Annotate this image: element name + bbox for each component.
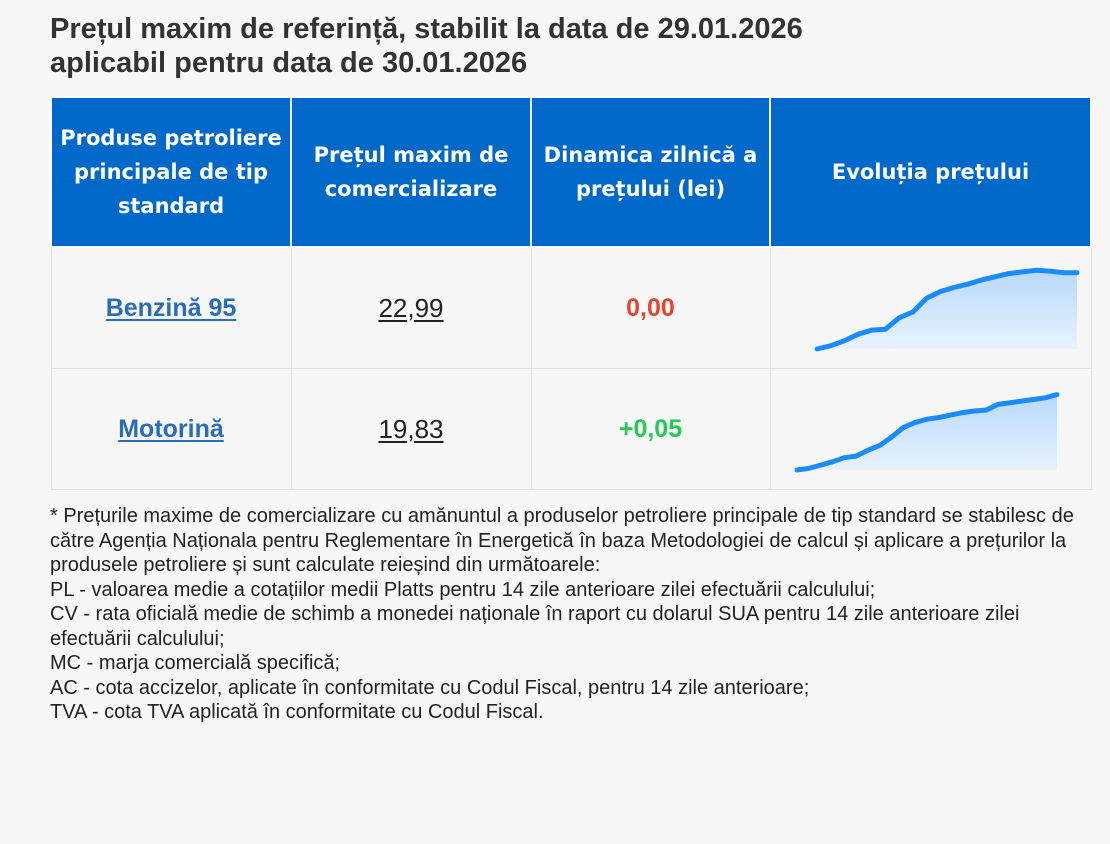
footnotes: * Prețurile maxime de comercializare cu … [50, 504, 1090, 725]
header-max-price: Prețul maxim de comercializare [290, 96, 532, 248]
price-link-motorina[interactable]: 19,83 [378, 413, 444, 444]
product-cell: Motorină [50, 368, 292, 490]
title-line-1: Prețul maxim de referință, stabilit la d… [50, 13, 803, 45]
sparkline-area [796, 394, 1057, 470]
header-daily-change: Dinamica zilnică a prețului (lei) [530, 96, 771, 248]
header-products: Produse petroliere principale de tip sta… [50, 96, 292, 248]
sparkline-line [794, 392, 1059, 473]
footnote-intro: * Prețurile maxime de comercializare cu … [50, 505, 1074, 576]
prices-table: Produse petroliere principale de tip sta… [50, 96, 1092, 490]
daily-change-value: 0,00 [626, 293, 675, 322]
product-cell: Benzină 95 [50, 246, 292, 369]
footnote-tva: TVA - cota TVA aplicată în conformitate … [50, 701, 544, 723]
footnote-pl: PL - valoarea medie a cotațiilor medii P… [50, 578, 876, 601]
header-price-evolution: Evoluția prețului [769, 96, 1092, 248]
table-row: Benzină 95 22,99 0,00 [50, 246, 1092, 369]
delta-cell: +0,05 [530, 368, 771, 490]
sparkline-line [814, 267, 1079, 352]
price-trend-sparkline [814, 267, 1079, 352]
page-title: Prețul maxim de referință, stabilit la d… [50, 12, 1050, 80]
trend-cell [769, 246, 1092, 369]
title-line-2: aplicabil pentru data de 30.01.2026 [50, 47, 528, 79]
trend-cell [769, 368, 1092, 490]
footnote-mc: MC - marja comercială specifică; [50, 652, 341, 674]
table-row: Motorină 19,83 +0,05 [50, 368, 1092, 490]
price-trend-sparkline [794, 392, 1059, 473]
price-cell: 22,99 [290, 246, 532, 369]
footnote-cv: CV - rata oficială medie de schimb a mon… [50, 603, 1020, 650]
sparkline-area [816, 270, 1077, 349]
price-link-benzina-95[interactable]: 22,99 [378, 292, 444, 323]
daily-change-value: +0,05 [618, 414, 683, 443]
product-link-motorina[interactable]: Motorină [118, 414, 224, 443]
price-cell: 19,83 [290, 368, 532, 490]
product-link-benzina-95[interactable]: Benzină 95 [105, 293, 237, 322]
footnote-ac: AC - cota accizelor, aplicate în conform… [50, 676, 810, 699]
page-container: Prețul maxim de referință, stabilit la d… [50, 12, 1092, 725]
table-header-row: Produse petroliere principale de tip sta… [50, 96, 1092, 248]
delta-cell: 0,00 [530, 246, 771, 369]
